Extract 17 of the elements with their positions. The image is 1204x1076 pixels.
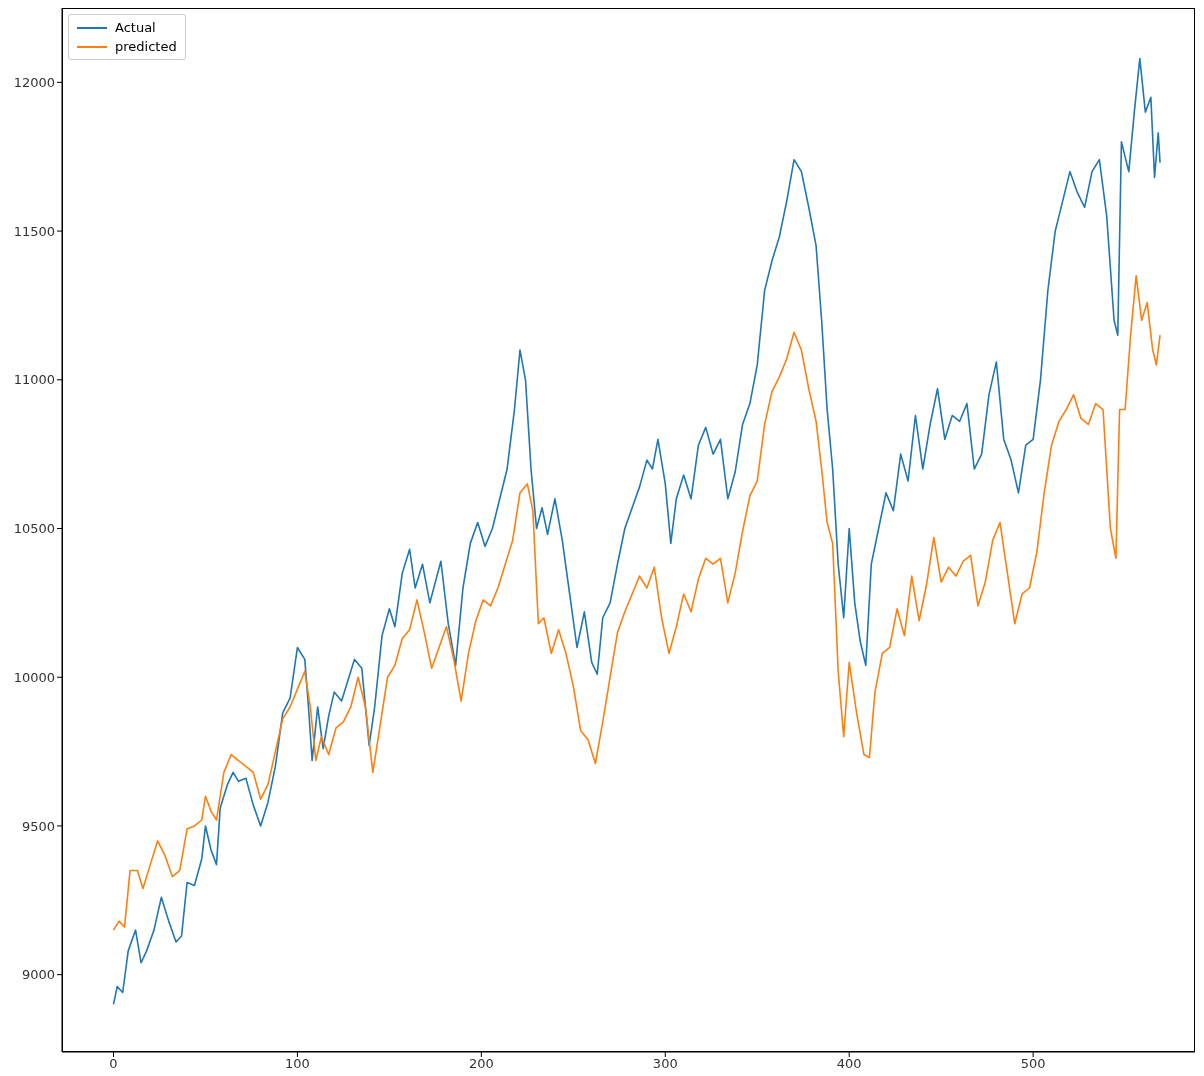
legend-label: predicted xyxy=(115,38,177,56)
y-tick-label: 11500 xyxy=(13,223,55,239)
y-tick-label: 11000 xyxy=(13,372,55,388)
line-series xyxy=(112,57,1161,1006)
y-tick-label: 10000 xyxy=(13,669,55,685)
y-tick-label: 9000 xyxy=(21,967,55,983)
y-tick-label: 9500 xyxy=(21,818,55,834)
x-tick-label: 100 xyxy=(285,1056,310,1072)
legend-label: Actual xyxy=(115,19,156,37)
x-tick-label: 300 xyxy=(652,1056,678,1072)
x-tick-label: 0 xyxy=(109,1056,118,1072)
x-tick-label: 400 xyxy=(836,1056,862,1072)
line-series xyxy=(112,274,1161,931)
y-tick-label: 12000 xyxy=(13,74,55,90)
x-tick-label: 500 xyxy=(1020,1056,1046,1072)
y-tick-label: 10500 xyxy=(13,521,55,537)
x-tick-label: 200 xyxy=(468,1056,494,1072)
